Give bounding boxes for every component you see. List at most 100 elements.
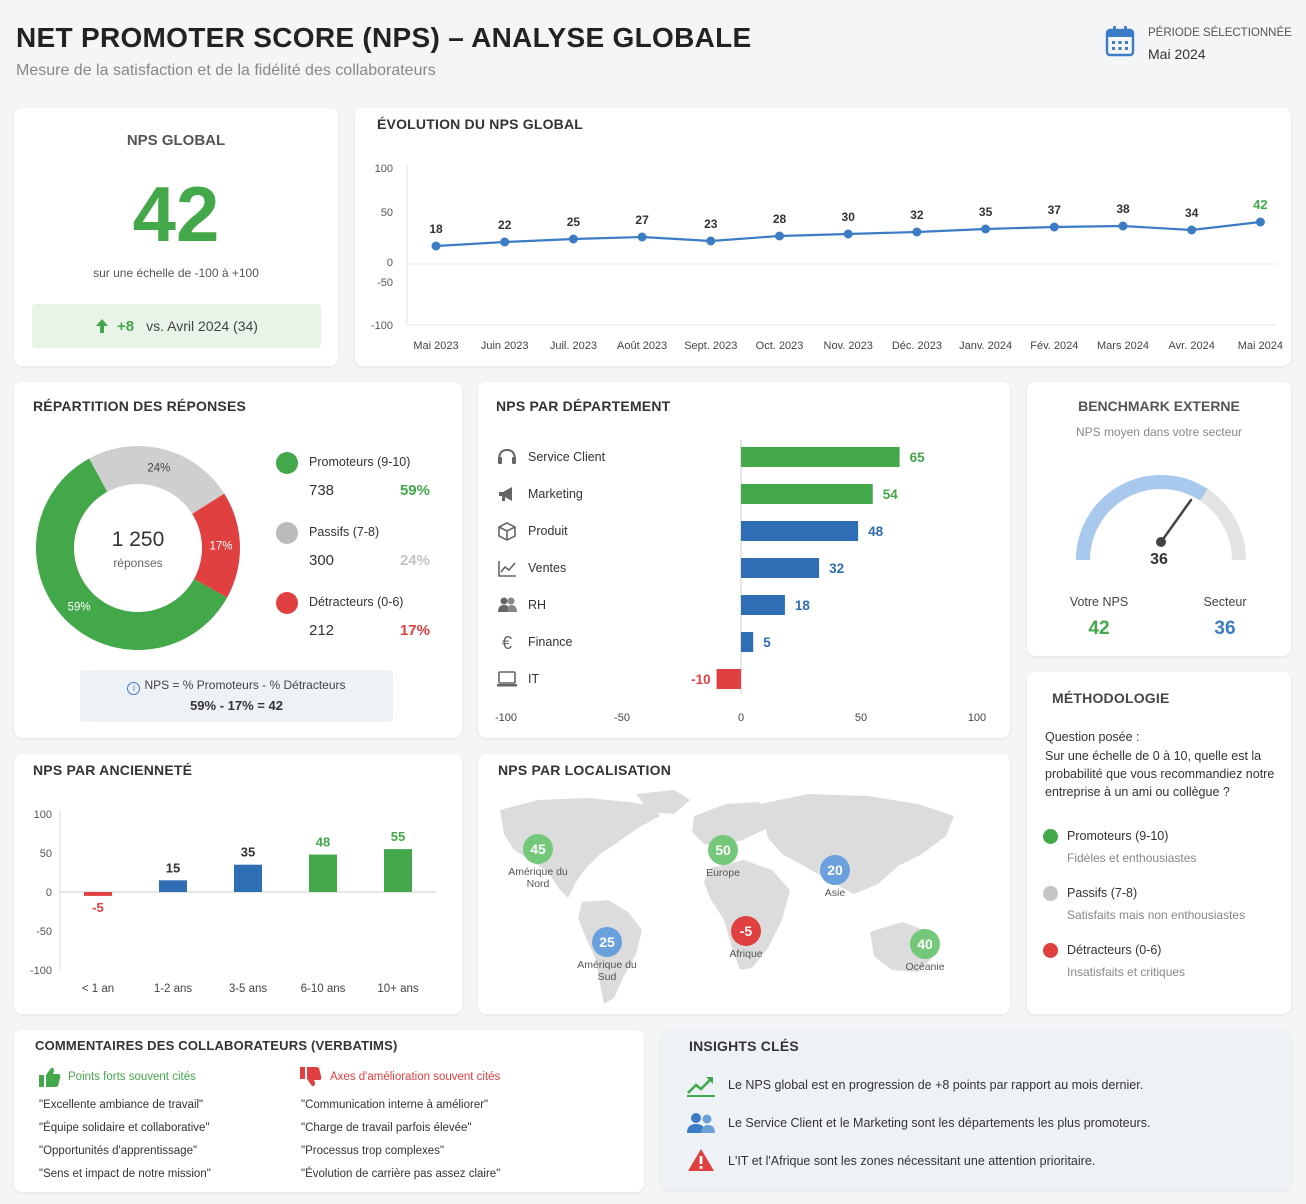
verbatims-card: COMMENTAIRES DES COLLABORATEURS (VERBATI…	[14, 1030, 644, 1192]
insights-card: INSIGHTS CLÉS Le NPS global est en progr…	[661, 1030, 1291, 1190]
legend-dot	[1043, 943, 1058, 958]
map-north-america	[500, 798, 660, 898]
dept-value-label: 32	[829, 561, 844, 576]
dept-bar	[741, 595, 785, 615]
dept-label: Service Client	[528, 450, 606, 464]
evolution-x-tick: Avr. 2024	[1169, 340, 1215, 352]
anc-y-tick: -50	[36, 926, 52, 938]
methodologie-item-desc: Satisfaits mais non enthousiastes	[1067, 908, 1246, 922]
dept-x-tick: -50	[614, 712, 630, 724]
evolution-point	[706, 236, 716, 246]
positive-title: Points forts souvent cités	[68, 1071, 196, 1083]
departement-card: NPS PAR DÉPARTEMENT Service Client 65 Mark…	[478, 382, 1010, 738]
period-value: Mai 2024	[1148, 46, 1206, 62]
gauge-value: 36	[1150, 551, 1168, 568]
positive-verbatim: "Excellente ambiance de travail"	[39, 1099, 204, 1111]
period-selector[interactable]: PÉRIODE SÉLECTIONNÉE Mai 2024	[1104, 24, 1294, 68]
legend-dot	[276, 452, 298, 474]
dept-bar	[716, 669, 741, 689]
evolution-point	[500, 237, 510, 247]
methodologie-item-label: Promoteurs (9-10)	[1067, 829, 1169, 843]
period-label: PÉRIODE SÉLECTIONNÉE	[1148, 27, 1292, 39]
evolution-x-tick: Mars 2024	[1097, 340, 1149, 352]
headset-icon	[498, 448, 516, 464]
anc-bar	[309, 854, 337, 892]
evolution-point	[431, 241, 441, 251]
evolution-y-tick: 100	[375, 163, 393, 175]
insight-3: L'IT et l'Afrique sont les zones nécessi…	[728, 1154, 1096, 1168]
region-marker[interactable]: 40	[910, 929, 940, 959]
donut-slice-label: 17%	[209, 541, 232, 553]
dept-bar	[741, 558, 820, 578]
region-marker[interactable]: 25	[592, 927, 622, 957]
methodologie-item-label: Détracteurs (0-6)	[1067, 943, 1162, 957]
negative-verbatim: "Processus trop complexes"	[301, 1145, 445, 1157]
dept-value-label: 5	[763, 635, 771, 650]
evolution-point-label: 18	[429, 222, 443, 236]
warning-icon	[688, 1149, 714, 1171]
donut-slice-label: 59%	[68, 601, 91, 613]
repartition-title: RÉPARTITION DES RÉPONSES	[33, 398, 247, 414]
evolution-point-label: 22	[498, 218, 512, 232]
methodologie-item: Passifs (7-8) Satisfaits mais non enthou…	[1043, 885, 1283, 929]
donut-slice-detracteurs	[192, 493, 241, 598]
dept-label: IT	[528, 672, 539, 686]
dept-value-label: 65	[910, 450, 926, 465]
methodologie-item: Promoteurs (9-10) Fidèles et enthousiast…	[1043, 828, 1283, 872]
euro-icon: €	[502, 633, 512, 653]
benchmark-subtitle: NPS moyen dans votre secteur	[1075, 425, 1243, 439]
laptop-icon	[497, 671, 517, 687]
nps-global-title: NPS GLOBAL	[126, 132, 226, 149]
evolution-point-label: 25	[567, 215, 581, 229]
dept-x-tick: 50	[855, 712, 867, 724]
legend-label: Détracteurs (0-6)	[309, 595, 404, 609]
positive-verbatim: "Sens et impact de notre mission"	[39, 1168, 211, 1180]
repartition-donut-chart: 59% 24% 17%	[36, 446, 241, 650]
legend-dot	[276, 522, 298, 544]
anc-value-label: 55	[391, 829, 405, 844]
sector-value: 36	[1214, 618, 1236, 639]
negative-verbatim: "Évolution de carrière pas assez claire"	[301, 1168, 501, 1180]
repartition-legend-item: Détracteurs (0-6) 212 17%	[276, 592, 446, 652]
evolution-point	[1049, 222, 1059, 232]
legend-count: 212	[309, 622, 335, 639]
evolution-point-label: 34	[1185, 206, 1199, 220]
dept-value-label: 18	[795, 598, 811, 613]
map-africa	[704, 860, 790, 970]
region-marker[interactable]: 45	[523, 834, 553, 864]
donut-slice-promoteurs	[36, 458, 228, 650]
evolution-x-tick: Oct. 2023	[756, 340, 804, 352]
region-marker[interactable]: -5	[731, 916, 761, 946]
dept-bar	[741, 521, 859, 541]
region-label: Amérique du Nord	[508, 866, 568, 890]
anciennete-bar-chart: 100 50 0 -50 -100 -5 < 1 an 15 1-2 ans 35 3-5 ans 4…	[30, 809, 436, 995]
evolution-point-label: 28	[773, 212, 787, 226]
dept-bar	[741, 484, 873, 504]
benchmark-title: BENCHMARK EXTERNE	[1078, 398, 1240, 414]
evolution-x-tick: Janv. 2024	[959, 340, 1012, 352]
nps-scale-note: sur une échelle de -100 à +100	[93, 266, 259, 280]
anc-bar	[384, 849, 412, 892]
page-subtitle: Mesure de la satisfaction et de la fidél…	[16, 62, 436, 79]
region-marker[interactable]: 20	[820, 855, 850, 885]
anciennete-title: NPS PAR ANCIENNETÉ	[33, 762, 193, 778]
info-icon: i	[127, 682, 141, 695]
anc-x-tick: 3-5 ans	[229, 983, 268, 995]
legend-count: 300	[309, 552, 335, 569]
thumbs-up-icon	[39, 1067, 61, 1087]
anc-bar	[234, 864, 262, 892]
evolution-point-label: 35	[979, 205, 993, 219]
evolution-x-tick: Août 2023	[617, 340, 667, 352]
dept-bar	[741, 632, 754, 652]
nps-formula: NPS = % Promoteurs - % Détracteurs	[144, 678, 346, 692]
map-europe	[692, 802, 776, 846]
anc-x-tick: 1-2 ans	[154, 983, 193, 995]
region-marker[interactable]: 50	[708, 835, 738, 865]
region-label: Océanie	[905, 961, 945, 973]
evolution-line-chart: 100 50 0 -50 -100 18 Mai 2023 22 Juin 2023 25 Juil…	[371, 163, 1283, 352]
evolution-x-tick: Juil. 2023	[550, 340, 597, 352]
box-icon	[498, 522, 516, 541]
legend-label: Promoteurs (9-10)	[309, 455, 411, 469]
legend-dot	[1043, 829, 1058, 844]
evolution-x-tick: Nov. 2023	[824, 340, 873, 352]
